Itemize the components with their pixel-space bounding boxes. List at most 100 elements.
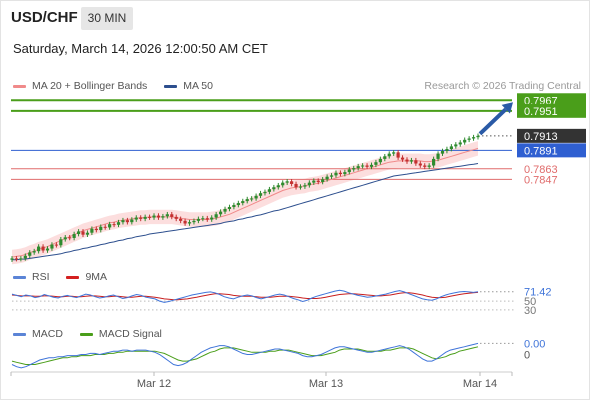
candle bbox=[223, 208, 227, 212]
candle bbox=[245, 199, 249, 202]
candle bbox=[436, 153, 440, 159]
timeframe-badge[interactable]: 30 MIN bbox=[81, 7, 133, 30]
rsi-value-label: 71.42 bbox=[524, 287, 552, 299]
candle bbox=[276, 185, 280, 188]
candle bbox=[365, 165, 369, 167]
candle bbox=[103, 226, 107, 228]
candle bbox=[409, 160, 414, 162]
price-label-box-resistance bbox=[517, 103, 586, 118]
candle bbox=[352, 168, 356, 170]
time-tick-label: Mar 14 bbox=[463, 378, 497, 390]
candle bbox=[476, 135, 480, 138]
candle bbox=[254, 195, 258, 199]
ma50-legend-label: MA 50 bbox=[183, 80, 213, 92]
candle bbox=[361, 165, 365, 167]
ma20-swatch bbox=[13, 84, 26, 88]
candle bbox=[23, 255, 27, 259]
ma20-legend-label: MA 20 + Bollinger Bands bbox=[32, 80, 148, 92]
candle bbox=[63, 237, 67, 240]
macd-legend-label: MACD bbox=[32, 328, 63, 340]
rsi-legend-label: RSI bbox=[32, 271, 50, 283]
report-datetime: Saturday, March 14, 2026 12:00:50 AM CET bbox=[13, 41, 268, 56]
candle bbox=[130, 219, 134, 223]
candle bbox=[427, 165, 431, 167]
candle bbox=[14, 258, 19, 260]
time-tick-label: Mar 12 bbox=[137, 378, 171, 390]
candle bbox=[85, 232, 90, 235]
candle bbox=[440, 151, 445, 154]
candle bbox=[236, 203, 240, 206]
candle bbox=[463, 139, 467, 143]
candle bbox=[165, 214, 169, 217]
candle bbox=[10, 258, 14, 260]
candle bbox=[312, 180, 316, 183]
rsi-ma-line bbox=[11, 291, 479, 301]
ma50-line bbox=[12, 163, 479, 261]
macd-zero-label: 0 bbox=[524, 350, 530, 362]
macd-signal-swatch bbox=[79, 332, 93, 336]
candle bbox=[383, 156, 387, 159]
price-label-box-resistance bbox=[517, 93, 586, 108]
candle bbox=[285, 181, 289, 183]
candle bbox=[41, 246, 45, 251]
price-label-support-5: 0.7847 bbox=[524, 174, 558, 186]
bollinger-band-area bbox=[12, 141, 478, 265]
candle bbox=[116, 222, 121, 225]
candle bbox=[232, 205, 236, 208]
macd-line bbox=[11, 342, 479, 369]
candle bbox=[174, 216, 178, 219]
price-label-box-pivot bbox=[517, 143, 586, 158]
candle bbox=[387, 153, 391, 157]
candle bbox=[147, 216, 152, 218]
candle bbox=[28, 252, 32, 256]
candle bbox=[196, 218, 200, 221]
candle bbox=[214, 214, 218, 218]
candle bbox=[307, 182, 311, 186]
candle bbox=[179, 218, 183, 221]
macd-swatch bbox=[13, 332, 26, 336]
candle bbox=[414, 160, 418, 164]
candle bbox=[449, 146, 453, 150]
candle bbox=[139, 217, 143, 219]
candle bbox=[471, 137, 476, 139]
candle bbox=[347, 169, 351, 173]
candle bbox=[45, 248, 50, 251]
candle bbox=[263, 191, 267, 194]
macd-signal-line bbox=[11, 346, 479, 365]
candle bbox=[50, 244, 54, 249]
instrument-title: USD/CHF bbox=[11, 9, 78, 26]
candle bbox=[454, 144, 458, 147]
candle bbox=[90, 228, 94, 233]
candle bbox=[161, 216, 165, 218]
candle bbox=[405, 159, 409, 162]
rsi-line bbox=[11, 289, 479, 303]
candle bbox=[334, 172, 338, 176]
candle bbox=[152, 215, 156, 218]
candle bbox=[108, 224, 112, 228]
price-label-resistance-1: 0.7951 bbox=[524, 106, 558, 118]
macd-value-label: 0.00 bbox=[524, 338, 545, 350]
rsi-ma-legend-label: 9MA bbox=[85, 271, 108, 283]
candle bbox=[241, 201, 245, 204]
rsi-legend: RSI 9MA bbox=[13, 271, 121, 283]
candle bbox=[458, 142, 462, 145]
candle bbox=[134, 217, 138, 220]
candle bbox=[112, 224, 116, 226]
candle bbox=[156, 215, 161, 218]
forecast-arrow-shaft bbox=[478, 107, 508, 136]
candle bbox=[187, 222, 192, 224]
candle bbox=[121, 220, 125, 223]
price-label-box-current bbox=[517, 128, 586, 143]
candle bbox=[316, 180, 320, 182]
candle bbox=[378, 158, 382, 163]
candle bbox=[99, 226, 103, 231]
macd-legend: MACD MACD Signal bbox=[13, 328, 176, 340]
candle bbox=[143, 216, 147, 219]
macd-signal-legend-label: MACD Signal bbox=[98, 328, 162, 340]
candle bbox=[343, 172, 347, 175]
candle bbox=[267, 189, 272, 192]
time-tick-label: Mar 13 bbox=[309, 378, 343, 390]
candle bbox=[19, 258, 23, 260]
price-label-support-4: 0.7863 bbox=[524, 164, 558, 176]
